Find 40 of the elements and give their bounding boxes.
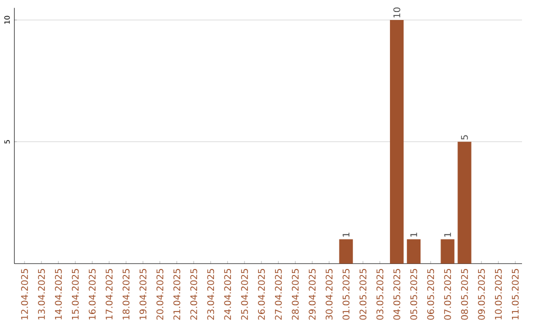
- x-tick-label: 25.04.2025: [241, 269, 248, 320]
- bar: [390, 20, 404, 264]
- data-label: 10: [393, 7, 400, 18]
- x-tick-label: 01.05.2025: [342, 269, 350, 320]
- x-tick-label: 20.04.2025: [156, 269, 164, 320]
- x-tick-label: 18.04.2025: [122, 269, 130, 320]
- x-tick-label: 30.04.2025: [326, 269, 333, 320]
- x-tick-label: 14.04.2025: [54, 269, 62, 320]
- bar: [440, 239, 454, 264]
- bar: [458, 142, 472, 264]
- x-tick-label: 08.05.2025: [461, 269, 468, 320]
- x-tick-label: 16.04.2025: [88, 269, 96, 320]
- data-label: 1: [410, 232, 418, 237]
- bar: [406, 239, 421, 264]
- x-tick-label: 04.05.2025: [393, 269, 400, 320]
- x-tick-label: 23.04.2025: [207, 269, 214, 320]
- data-label: 1: [342, 232, 350, 237]
- data-label: 1: [444, 232, 451, 237]
- x-tick-label: 26.04.2025: [258, 269, 265, 320]
- x-tick-label: 09.05.2025: [478, 269, 485, 320]
- x-tick-label: 15.04.2025: [72, 269, 79, 320]
- bar: [339, 239, 353, 264]
- x-tick-label: 29.04.2025: [308, 269, 316, 320]
- x-tick-label: 11.05.2025: [512, 269, 519, 320]
- data-label: 5: [461, 135, 468, 140]
- x-tick-label: 03.05.2025: [376, 269, 384, 320]
- x-tick-label: 13.04.2025: [38, 269, 45, 320]
- x-tick-label: 24.04.2025: [224, 269, 232, 320]
- x-tick-label: 05.05.2025: [410, 269, 418, 320]
- x-tick-label: 17.04.2025: [106, 269, 113, 320]
- x-tick-label: 07.05.2025: [444, 269, 452, 320]
- x-tick-label: 28.04.2025: [292, 269, 299, 320]
- x-tick-label: 12.04.2025: [21, 269, 28, 320]
- x-tick-label: 06.05.2025: [427, 269, 434, 320]
- x-tick-label: 22.04.2025: [190, 269, 198, 320]
- x-tick-label: 10.05.2025: [494, 269, 502, 320]
- x-tick-label: 19.04.2025: [140, 269, 146, 320]
- x-tick-label: 02.05.2025: [360, 269, 366, 320]
- x-tick-label: 21.04.2025: [173, 269, 180, 320]
- x-tick-label: 27.04.2025: [274, 269, 282, 320]
